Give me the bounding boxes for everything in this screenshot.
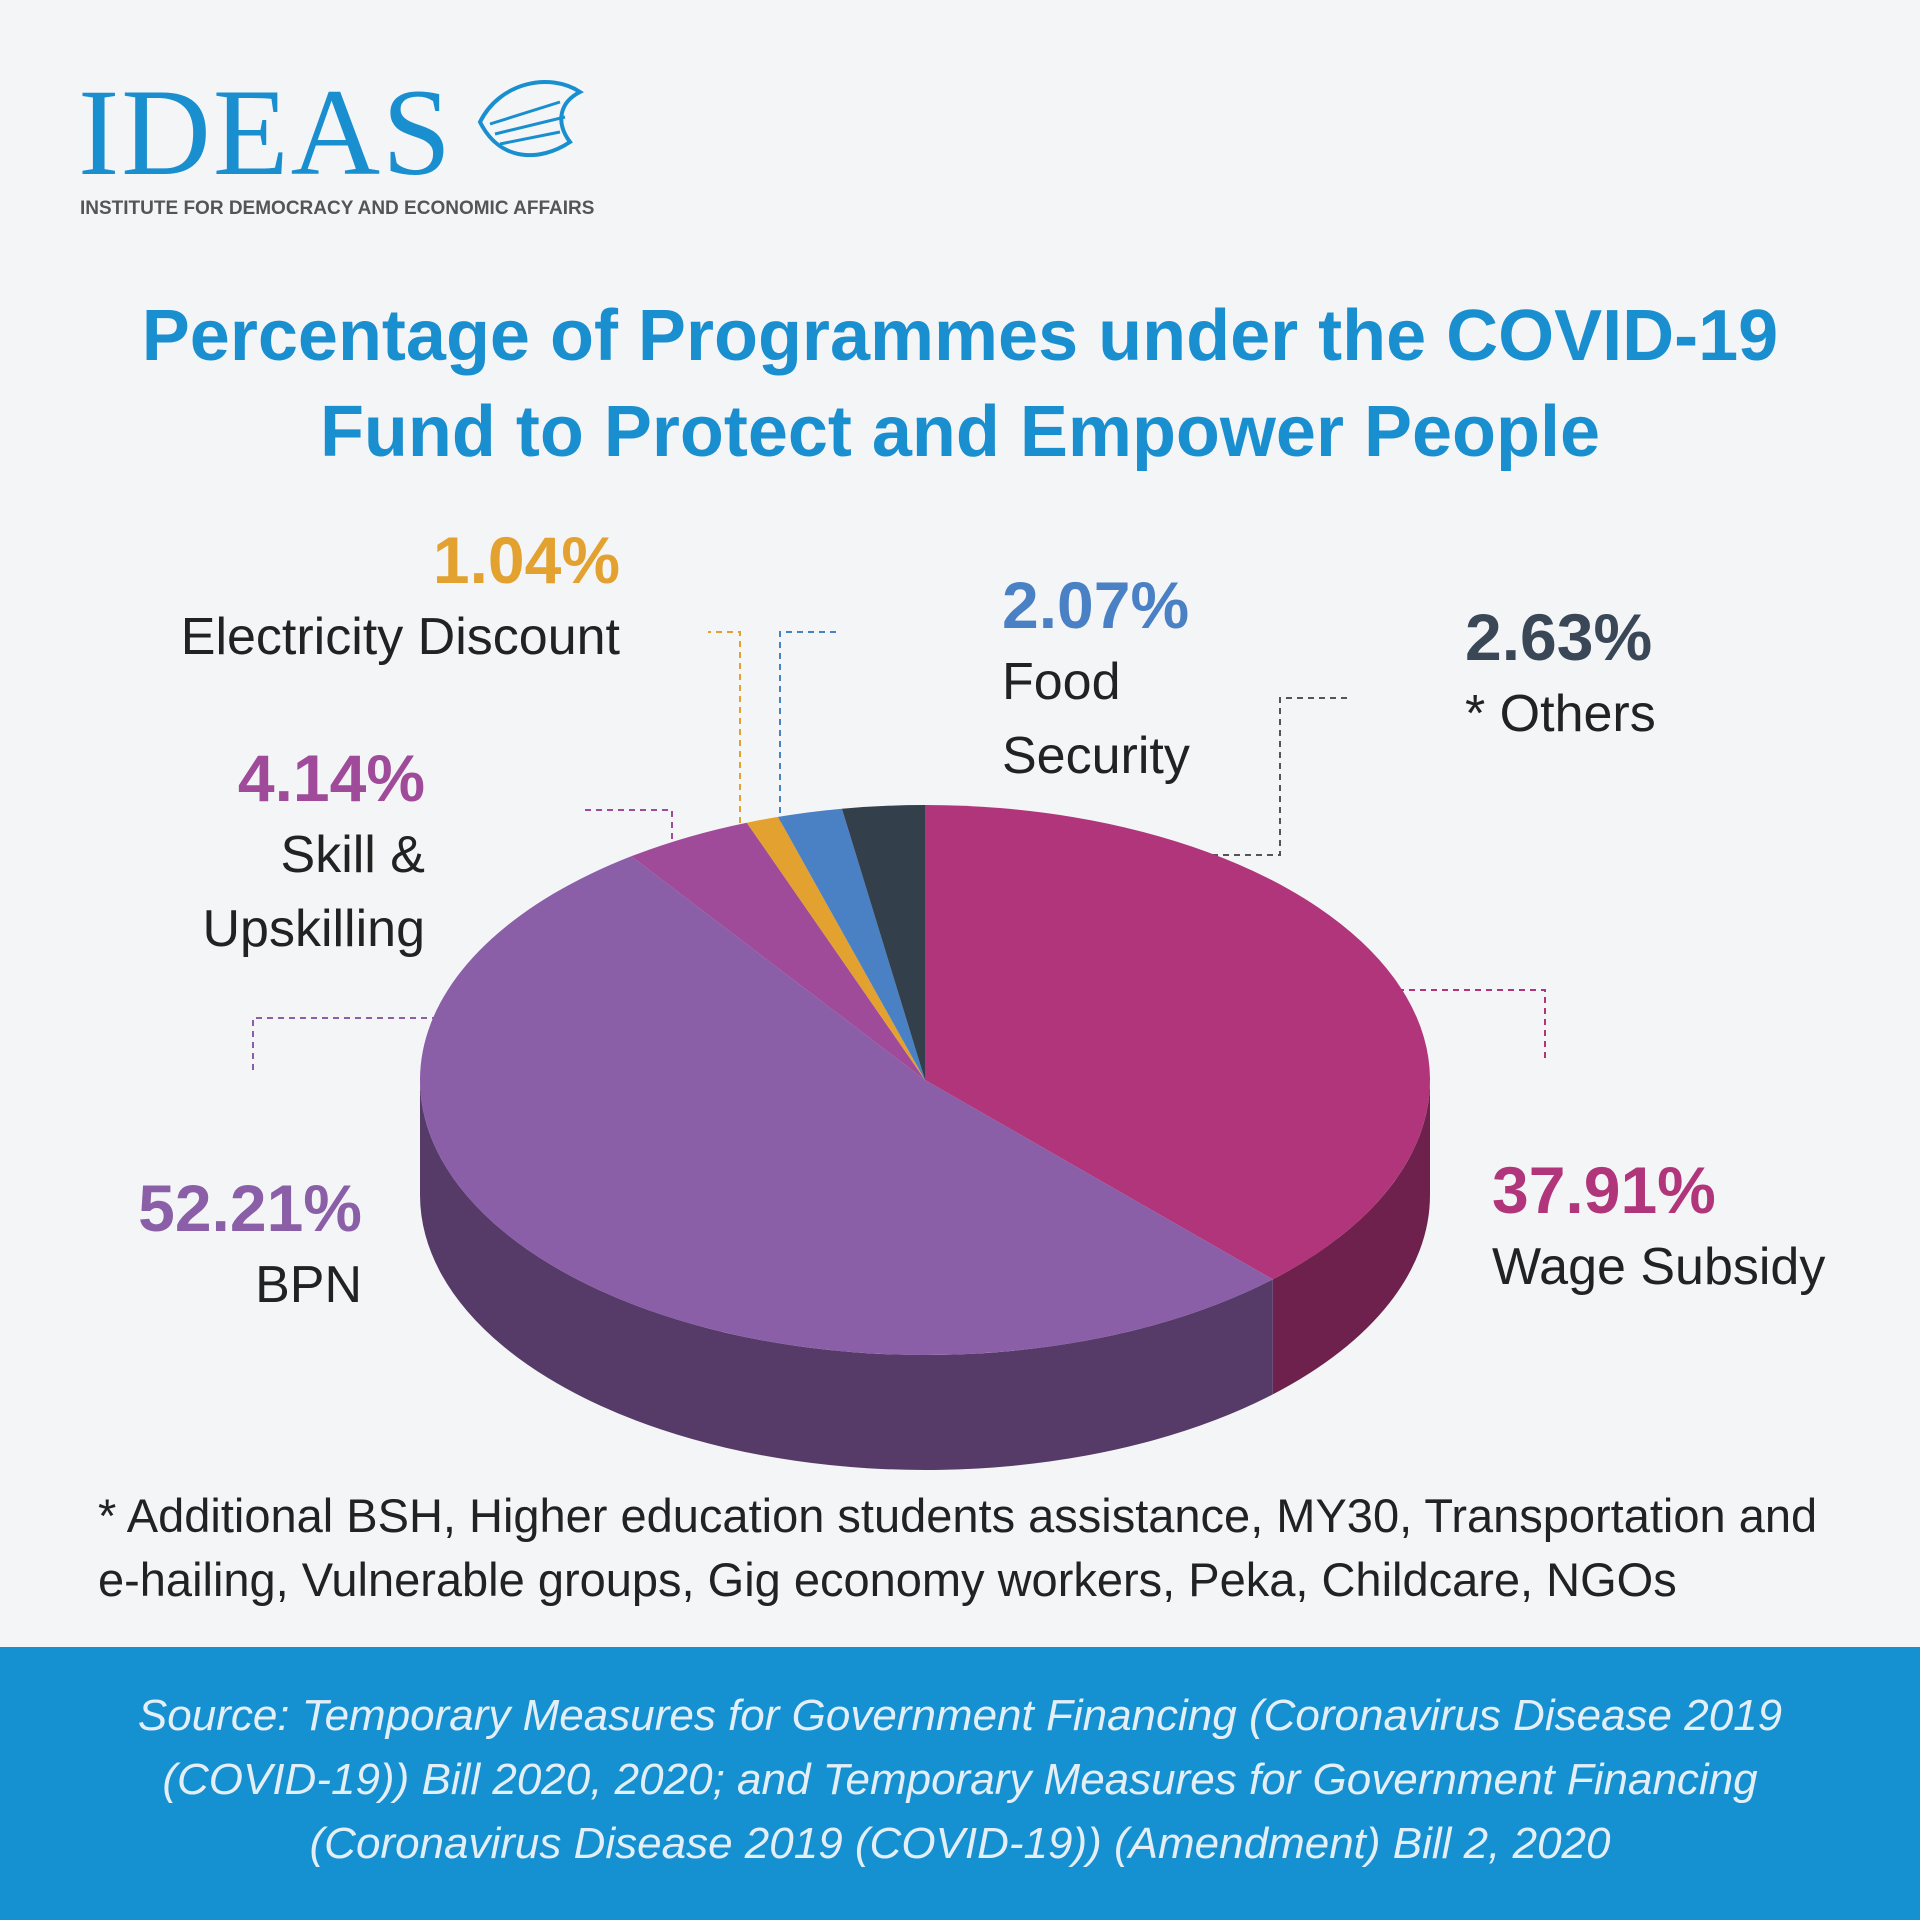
slice-label: 2.07% Food Security [1002,565,1252,793]
logo-subtitle: INSTITUTE FOR DEMOCRACY AND ECONOMIC AFF… [80,198,595,219]
slice-label: 52.21% BPN [62,1168,362,1322]
chart-title: Percentage of Programmes under the COVID… [141,296,1779,472]
slice-label: 2.63% * Others [1465,597,1765,751]
slice-label: 1.04% Electricity Discount [100,520,620,674]
pie-slice [420,856,1273,1355]
logo: IDEAS [78,64,454,201]
logo-bird [477,80,584,157]
category-label: Food Security [1002,653,1190,785]
pie-slice [778,808,925,1080]
source-band [0,1647,1920,1920]
footnote: * Additional BSH, Higher education stude… [98,1489,1818,1606]
pie-slice [841,805,925,1080]
value-label: 2.07% [1002,568,1190,642]
pie-slice [925,805,1431,1280]
category-label: Wage Subsidy [1492,1238,1826,1296]
category-label: Electricity Discount [180,608,620,666]
value-label: 37.91% [1492,1153,1716,1227]
pie-slice [746,816,925,1080]
pie-slice-side [1272,1080,1430,1395]
leader-lines [252,631,1546,1075]
slice-label: 4.14% Skill & Upskilling [165,738,425,966]
category-label: BPN [255,1256,362,1314]
category-label: Skill & Upskilling [202,826,425,958]
pie-slice [631,822,925,1080]
slice-label: 37.91% Wage Subsidy [1492,1150,1912,1304]
value-label: 52.21% [138,1171,362,1245]
value-label: 2.63% [1465,600,1653,674]
value-label: 4.14% [237,741,425,815]
value-label: 1.04% [432,523,620,597]
pie-slice-side [420,1080,1273,1471]
category-label: * Others [1465,685,1656,743]
source: Source: Temporary Measures for Governmen… [137,1691,1783,1868]
